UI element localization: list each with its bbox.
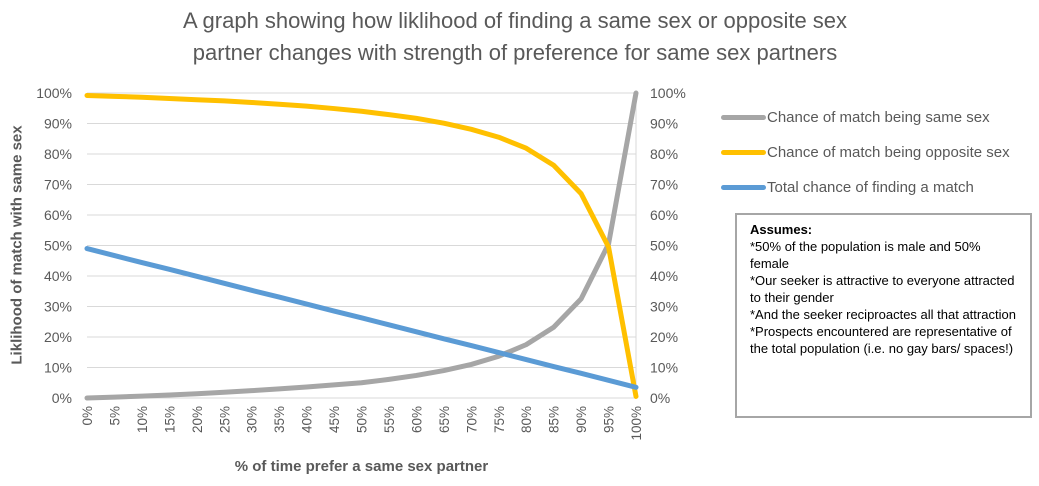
y-tick-label-right: 10% (650, 360, 678, 376)
x-tick-label: 5% (107, 406, 122, 426)
assumption-item: *Our seeker is attractive to everyone at… (750, 273, 1015, 305)
assumptions-list: *50% of the population is male and 50% f… (750, 238, 1020, 357)
y-tick-label-left: 10% (44, 360, 72, 376)
legend-item-opposite-sex: Chance of match being opposite sex (721, 141, 1010, 163)
y-tick-label-right: 60% (650, 207, 678, 223)
y-tick-label-left: 50% (44, 238, 72, 254)
y-tick-label-left: 20% (44, 329, 72, 345)
legend: Chance of match being same sex Chance of… (721, 106, 1010, 211)
x-tick-label: 80% (519, 406, 534, 433)
x-tick-label: 90% (574, 406, 589, 433)
x-tick-label: 25% (217, 406, 232, 433)
y-tick-label-left: 30% (44, 299, 72, 315)
legend-label-opposite-sex: Chance of match being opposite sex (767, 143, 1010, 161)
x-tick-label: 30% (245, 406, 260, 433)
x-tick-label: 75% (492, 406, 507, 433)
x-tick-label: 35% (272, 406, 287, 433)
legend-item-same-sex: Chance of match being same sex (721, 106, 1010, 128)
series-line-same-sex (84, 90, 639, 401)
y-tick-label-right: 50% (650, 238, 678, 254)
y-tick-label-left: 60% (44, 207, 72, 223)
x-tick-label: 65% (437, 406, 452, 433)
y-tick-label-right: 30% (650, 299, 678, 315)
chart-title: A graph showing how liklihood of finding… (100, 5, 930, 69)
assumptions-heading: Assumes: (750, 222, 813, 237)
x-tick-label: 85% (547, 406, 562, 433)
x-tick-label: 0% (80, 406, 95, 426)
y-tick-label-right: 0% (650, 390, 670, 406)
legend-line-swatch-same-sex (721, 114, 766, 120)
x-tick-label: 60% (409, 406, 424, 433)
y-tick-label-right: 80% (650, 146, 678, 162)
x-axis-title: % of time prefer a same sex partner (234, 458, 489, 475)
y-tick-label-left: 40% (44, 268, 72, 284)
y-tick-label-right: 20% (650, 329, 678, 345)
x-tick-label: 45% (327, 406, 342, 433)
x-tick-label: 50% (355, 406, 370, 433)
x-tick-label: 70% (464, 406, 479, 433)
y-tick-label-left: 0% (52, 390, 72, 406)
assumption-item: *50% of the population is male and 50% f… (750, 239, 981, 271)
legend-item-total-match: Total chance of finding a match (721, 176, 1010, 198)
series-line-opposite-sex (84, 92, 639, 399)
chart-title-line1: A graph showing how liklihood of finding… (182, 8, 848, 33)
x-tick-label: 40% (300, 406, 315, 433)
legend-label-total-match: Total chance of finding a match (767, 178, 974, 196)
legend-line-swatch-opposite-sex (721, 149, 766, 155)
y-tick-label-right: 90% (650, 116, 678, 132)
y-tick-label-left: 80% (44, 146, 72, 162)
legend-line-swatch-total-match (721, 184, 766, 190)
x-tick-label: 10% (135, 406, 150, 433)
assumption-item: *And the seeker reciproactes all that at… (750, 307, 1016, 322)
assumption-item: *Prospects encountered are representativ… (750, 324, 1014, 356)
y-tick-label-left: 100% (36, 85, 72, 101)
y-tick-label-right: 100% (650, 85, 686, 101)
x-tick-label: 100% (629, 406, 644, 441)
legend-label-same-sex: Chance of match being same sex (767, 108, 990, 126)
x-tick-label: 20% (190, 406, 205, 433)
assumptions-box: Assumes: *50% of the population is male … (735, 213, 1032, 418)
x-tick-label: 95% (602, 406, 617, 433)
chart-title-line2: partner changes with strength of prefere… (192, 40, 838, 65)
y-tick-label-right: 70% (650, 177, 678, 193)
y-tick-label-left: 90% (44, 116, 72, 132)
series-line-total-match (84, 246, 639, 390)
x-tick-label: 15% (162, 406, 177, 433)
y-tick-label-right: 40% (650, 268, 678, 284)
x-tick-label: 55% (382, 406, 397, 433)
y-axis-title: Liklihood of match with same sex (8, 125, 26, 365)
y-tick-label-left: 70% (44, 177, 72, 193)
